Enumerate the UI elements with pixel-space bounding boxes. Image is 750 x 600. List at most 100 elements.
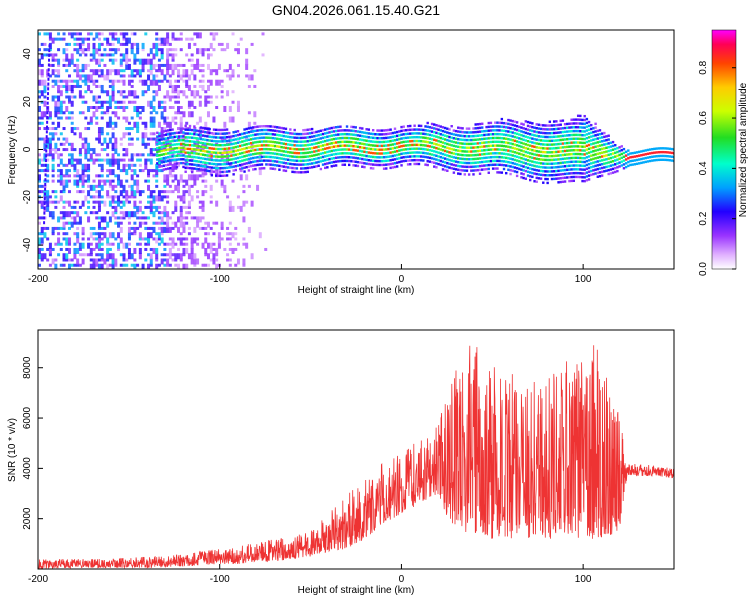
spectrogram-cell: [108, 200, 112, 207]
spectrogram-cell: [276, 126, 279, 129]
spectrogram-cell: [557, 123, 560, 127]
spectrogram-cell: [125, 32, 129, 36]
spectrogram-cell: [526, 174, 530, 177]
spectrogram-cell: [78, 148, 82, 155]
spectrogram-cell: [217, 79, 221, 86]
spectrogram-cell: [596, 167, 599, 171]
spectrogram-cell: [581, 176, 584, 179]
spectrogram-cell: [365, 151, 368, 154]
spectrogram-cell: [585, 117, 589, 121]
spectrogram-cell: [219, 151, 222, 155]
spectrogram-cell: [182, 247, 186, 254]
spectrogram-cell: [166, 253, 170, 257]
spectrogram-cell: [269, 129, 272, 132]
spectrogram-cell: [535, 130, 538, 134]
spectrogram-cell: [509, 165, 512, 168]
spectrogram-cell: [448, 162, 451, 166]
spectrogram-cell: [144, 258, 148, 262]
spectrogram-cell: [125, 116, 129, 123]
spectrogram-cell: [103, 148, 107, 152]
spectrogram-cell: [67, 95, 71, 102]
spectrogram-cell: [326, 127, 329, 131]
spectrogram-cell: [450, 159, 453, 162]
spectrogram-cell: [341, 144, 344, 147]
spectrogram-cell: [535, 153, 538, 157]
spectrogram-cell: [334, 126, 338, 129]
spectrogram-cell: [179, 74, 183, 81]
spectrogram-cell: [92, 184, 96, 191]
spectrogram-cell: [196, 48, 200, 55]
spectrogram-cell: [570, 149, 573, 152]
spectrogram-cell: [402, 136, 405, 140]
spectrogram-cell: [171, 190, 175, 194]
spectrogram-cell: [443, 130, 447, 134]
spectrogram-cell: [45, 139, 48, 143]
spectrogram-cell: [127, 74, 131, 78]
spectrogram-cell: [48, 116, 52, 120]
spectrogram-cell: [48, 195, 52, 199]
spectrogram-cell: [297, 152, 301, 155]
spectrogram-cell: [111, 205, 115, 209]
spectrogram-cell: [133, 121, 137, 128]
spectrogram-cell: [633, 155, 637, 158]
spectrogram-cell: [430, 134, 434, 137]
spectrogram-cell: [204, 161, 207, 164]
spectrogram-cell: [106, 195, 110, 199]
spectrogram-cell: [54, 205, 58, 209]
spectrogram-xtick-label: 0: [399, 274, 405, 285]
spectrogram-cell: [208, 139, 211, 142]
spectrogram-cell: [197, 168, 200, 171]
spectrogram-cell: [533, 153, 536, 156]
spectrogram-cell: [596, 148, 599, 152]
spectrogram-cell: [179, 216, 183, 223]
spectrogram-cell: [78, 32, 82, 36]
spectrogram-cell: [297, 148, 301, 151]
spectrogram-cell: [171, 158, 174, 162]
spectrogram-cell: [111, 58, 115, 65]
spectrogram-cell: [92, 148, 96, 155]
spectrogram-cell: [603, 139, 606, 142]
spectrogram-cell: [304, 132, 307, 136]
spectrogram-cell: [526, 143, 530, 147]
spectrogram-cell: [579, 149, 582, 152]
spectrogram-cell: [273, 156, 277, 159]
spectrogram-cell: [454, 129, 458, 133]
spectrogram-cell: [182, 263, 186, 269]
spectrogram-cell: [502, 129, 506, 132]
spectrogram-cell: [185, 216, 189, 220]
spectrogram-cell: [54, 226, 58, 230]
spectrogram-cell: [89, 153, 93, 160]
spectrogram-cell: [522, 123, 525, 126]
spectrogram-cell: [206, 169, 209, 172]
spectrogram-cell: [60, 269, 63, 275]
spectrogram-cell: [374, 144, 377, 147]
spectrogram-cell: [234, 168, 238, 172]
spectrogram-cell: [111, 37, 115, 41]
spectrogram-cell: [119, 200, 123, 204]
spectrogram-cell: [642, 157, 645, 160]
spectrogram-cell: [73, 48, 77, 52]
spectrogram-cell: [168, 63, 172, 70]
spectrogram-cell: [204, 146, 207, 149]
spectrogram-cell: [437, 136, 440, 139]
spectrogram-cell: [78, 242, 82, 249]
spectrogram-cell: [141, 79, 145, 86]
spectrogram-cell: [509, 123, 512, 126]
spectrogram-cell: [598, 129, 602, 132]
spectrogram-cell: [133, 226, 137, 233]
spectrogram-cell: [293, 128, 296, 132]
spectrogram-cell: [174, 100, 178, 104]
spectrogram-cell: [130, 174, 134, 181]
spectrogram-cell: [182, 179, 186, 183]
spectrogram-cell: [122, 69, 126, 73]
spectrogram-cell: [561, 157, 565, 161]
spectrogram-cell: [155, 184, 159, 188]
spectrogram-cell: [472, 138, 475, 142]
spectrogram-cell: [57, 200, 61, 204]
spectrogram-cell: [193, 148, 197, 155]
spectrogram-cell: [594, 157, 597, 160]
spectrogram-cell: [73, 247, 77, 254]
spectrogram-cell: [187, 190, 191, 197]
spectrogram-cell: [122, 163, 126, 170]
spectrogram-cell: [97, 37, 101, 41]
